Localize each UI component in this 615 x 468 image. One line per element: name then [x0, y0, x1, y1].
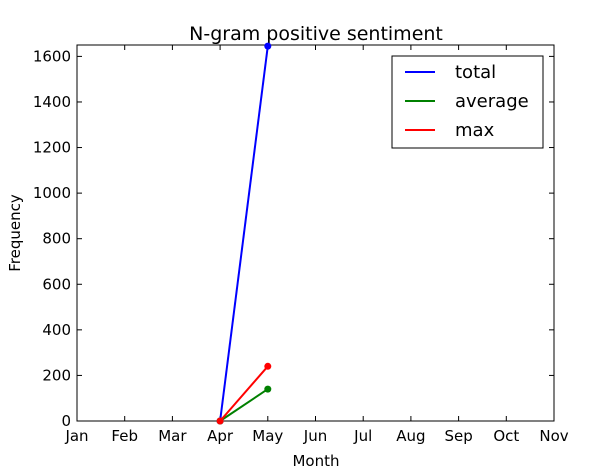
- x-axis-label: Month: [292, 452, 339, 468]
- legend-label-max: max: [455, 120, 495, 141]
- y-tick-label: 600: [42, 275, 71, 293]
- x-tick-label: Sep: [444, 427, 472, 445]
- y-tick-label: 800: [42, 230, 71, 248]
- legend-label-average: average: [455, 91, 529, 112]
- y-tick-label: 1600: [33, 47, 71, 65]
- y-tick-label: 1200: [33, 139, 71, 157]
- series-layer: [216, 42, 272, 425]
- y-tick-label: 1000: [33, 184, 71, 202]
- y-tick-label: 0: [61, 412, 71, 430]
- x-tick-label: Nov: [539, 427, 568, 445]
- y-axis-label: Frequency: [6, 194, 24, 272]
- series-line-total: [219, 46, 269, 422]
- series-line-max: [219, 365, 269, 422]
- y-tick-label: 400: [42, 321, 71, 339]
- chart-title: N-gram positive sentiment: [189, 23, 443, 45]
- data-point-max: [264, 362, 272, 370]
- y-tick-label: 1400: [33, 93, 71, 111]
- legend: total average max: [391, 55, 544, 149]
- x-tick-label: Oct: [493, 427, 519, 445]
- data-point-total: [264, 42, 272, 50]
- x-tick-label: Jun: [303, 427, 327, 445]
- x-tick-label: Feb: [111, 427, 138, 445]
- legend-label-total: total: [455, 62, 496, 83]
- x-axis: Jan Feb Mar Apr May Jun Jul Aug Sep Oct Nov: [64, 45, 569, 445]
- data-point-max: [216, 417, 224, 425]
- x-tick-label: Jul: [353, 427, 372, 445]
- x-tick-label: Aug: [396, 427, 425, 445]
- x-tick-label: Mar: [158, 427, 187, 445]
- data-point-average: [264, 385, 272, 393]
- y-tick-label: 200: [42, 366, 71, 384]
- y-axis: 0 200 400 600 800 1000 1200 1400 1600: [33, 47, 554, 430]
- x-tick-label: Apr: [207, 427, 234, 445]
- series-line-average: [219, 388, 269, 422]
- x-tick-label: Jan: [64, 427, 88, 445]
- x-tick-label: May: [252, 427, 283, 445]
